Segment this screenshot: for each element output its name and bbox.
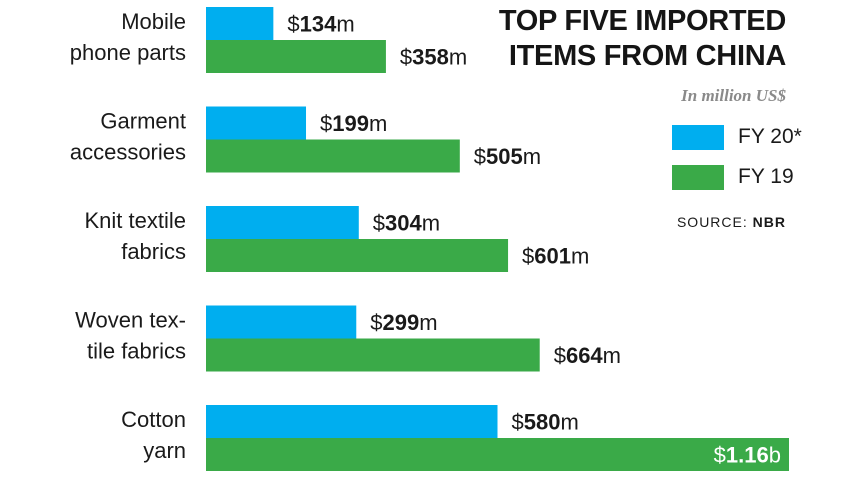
data-label-fy20: $580m [512, 410, 579, 435]
data-label-suffix: m [523, 144, 541, 169]
bar-fy19 [206, 139, 460, 173]
bar-fy20 [206, 405, 498, 438]
category-label-line: Knit textile [85, 208, 187, 233]
bar-fy19 [206, 239, 509, 272]
data-label-number: 199 [332, 111, 369, 136]
category-label: Knit textile fabrics [85, 208, 187, 264]
data-label-currency: $ [320, 111, 332, 136]
data-label-currency: $ [522, 244, 534, 269]
data-label-fy19: $664m [554, 343, 621, 368]
data-label-suffix: b [769, 443, 781, 468]
data-label-suffix: m [369, 111, 387, 136]
chart-title-line-1: TOP FIVE IMPORTED [498, 5, 786, 37]
category-label-line: Woven tex- [75, 308, 186, 333]
data-label-number: 134 [300, 12, 337, 37]
legend-label-fy20: FY 20* [738, 125, 802, 148]
data-label-currency: $ [287, 12, 299, 37]
category-label-line: Mobile [121, 9, 186, 34]
data-label-number: 505 [486, 144, 523, 169]
data-label-number: 1.16 [726, 443, 769, 468]
data-label-currency: $ [400, 45, 412, 70]
data-label-suffix: m [449, 45, 467, 70]
data-label-currency: $ [370, 310, 382, 335]
data-label-fy20: $134m [287, 12, 354, 37]
chart-title: TOP FIVE IMPORTED ITEMS FROM CHINA [456, 4, 786, 74]
bar-fy20 [206, 106, 307, 140]
data-label-fy19: $601m [522, 244, 589, 269]
data-label-fy19: $358m [400, 45, 467, 70]
data-label-suffix: m [560, 410, 578, 435]
data-label-currency: $ [373, 211, 385, 236]
bar-fy19 [206, 40, 386, 73]
legend-label-fy19: FY 19 [738, 165, 794, 188]
data-label-fy19: $505m [474, 144, 541, 169]
legend-swatch-fy20 [672, 124, 724, 150]
data-label-suffix: m [419, 310, 437, 335]
data-label-number: 601 [534, 244, 571, 269]
data-label-currency: $ [474, 144, 486, 169]
category-label: Mobile phone parts [70, 9, 186, 65]
data-label-number: 299 [383, 310, 420, 335]
data-label-fy20: $304m [373, 211, 440, 236]
category-label: Woven tex-tile fabrics [75, 308, 186, 364]
bar-fy20 [206, 305, 357, 339]
data-label-number: 304 [385, 211, 422, 236]
data-label-suffix: m [422, 211, 440, 236]
bar-fy20 [206, 7, 274, 40]
source-name: NBR [752, 214, 786, 230]
legend-item-fy20: FY 20* [672, 124, 802, 150]
data-label-currency: $ [554, 343, 566, 368]
category-label-line: tile fabrics [87, 339, 186, 364]
bar-fy19 [206, 438, 789, 471]
legend: FY 20* FY 19 [672, 124, 802, 204]
data-label-fy20: $199m [320, 111, 387, 136]
data-label-fy20: $299m [370, 310, 437, 335]
source-note: SOURCE: NBR [677, 214, 786, 230]
legend-swatch-fy19 [672, 164, 724, 190]
unit-note: In million US$ [681, 86, 786, 105]
category-label-line: Garment [100, 109, 186, 134]
category-label-line: Cotton [121, 407, 186, 432]
data-label-number: 358 [412, 45, 449, 70]
data-label-suffix: m [571, 244, 589, 269]
data-label-fy19: $1.16b [714, 443, 781, 468]
bar-fy19 [206, 338, 540, 372]
category-label-line: accessories [70, 140, 186, 165]
bar-fy20 [206, 206, 359, 239]
legend-item-fy19: FY 19 [672, 164, 802, 190]
data-label-number: 580 [524, 410, 561, 435]
data-label-currency: $ [512, 410, 524, 435]
category-label-line: phone parts [70, 40, 186, 65]
source-prefix: SOURCE: [676, 214, 748, 230]
category-label: Garment accessories [70, 109, 186, 165]
category-label-line: fabrics [121, 239, 186, 264]
data-label-currency: $ [714, 443, 726, 468]
category-label: Cotton yarn [121, 407, 186, 463]
data-label-number: 664 [566, 343, 603, 368]
data-label-suffix: m [603, 343, 621, 368]
chart-title-line-2: ITEMS FROM CHINA [508, 40, 786, 72]
data-label-suffix: m [336, 12, 354, 37]
category-label-line: yarn [143, 438, 186, 463]
